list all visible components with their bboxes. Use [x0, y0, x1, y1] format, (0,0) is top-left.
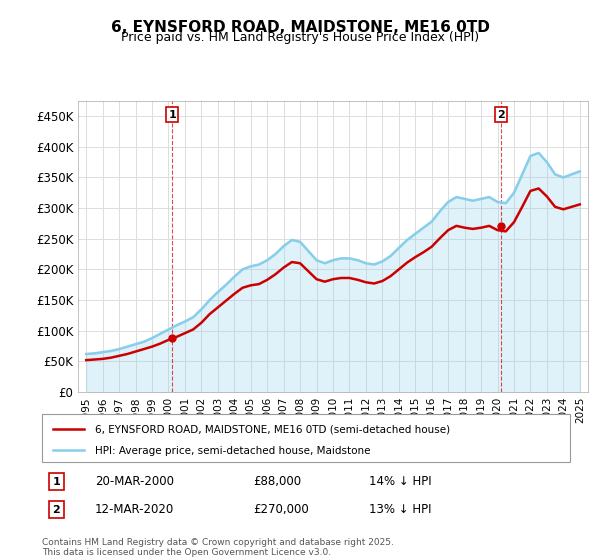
Text: 20-MAR-2000: 20-MAR-2000 — [95, 475, 174, 488]
Text: 1: 1 — [168, 110, 176, 119]
Text: 14% ↓ HPI: 14% ↓ HPI — [370, 475, 432, 488]
Text: 12-MAR-2020: 12-MAR-2020 — [95, 503, 174, 516]
Text: 1: 1 — [53, 477, 61, 487]
FancyBboxPatch shape — [42, 414, 570, 462]
Text: 2: 2 — [497, 110, 505, 119]
Text: 2: 2 — [53, 505, 61, 515]
Text: 6, EYNSFORD ROAD, MAIDSTONE, ME16 0TD: 6, EYNSFORD ROAD, MAIDSTONE, ME16 0TD — [110, 20, 490, 35]
Text: 13% ↓ HPI: 13% ↓ HPI — [370, 503, 432, 516]
Text: 6, EYNSFORD ROAD, MAIDSTONE, ME16 0TD (semi-detached house): 6, EYNSFORD ROAD, MAIDSTONE, ME16 0TD (s… — [95, 424, 450, 435]
Text: HPI: Average price, semi-detached house, Maidstone: HPI: Average price, semi-detached house,… — [95, 446, 370, 456]
Text: £270,000: £270,000 — [253, 503, 309, 516]
Text: Contains HM Land Registry data © Crown copyright and database right 2025.
This d: Contains HM Land Registry data © Crown c… — [42, 538, 394, 557]
Text: Price paid vs. HM Land Registry's House Price Index (HPI): Price paid vs. HM Land Registry's House … — [121, 31, 479, 44]
Text: £88,000: £88,000 — [253, 475, 301, 488]
